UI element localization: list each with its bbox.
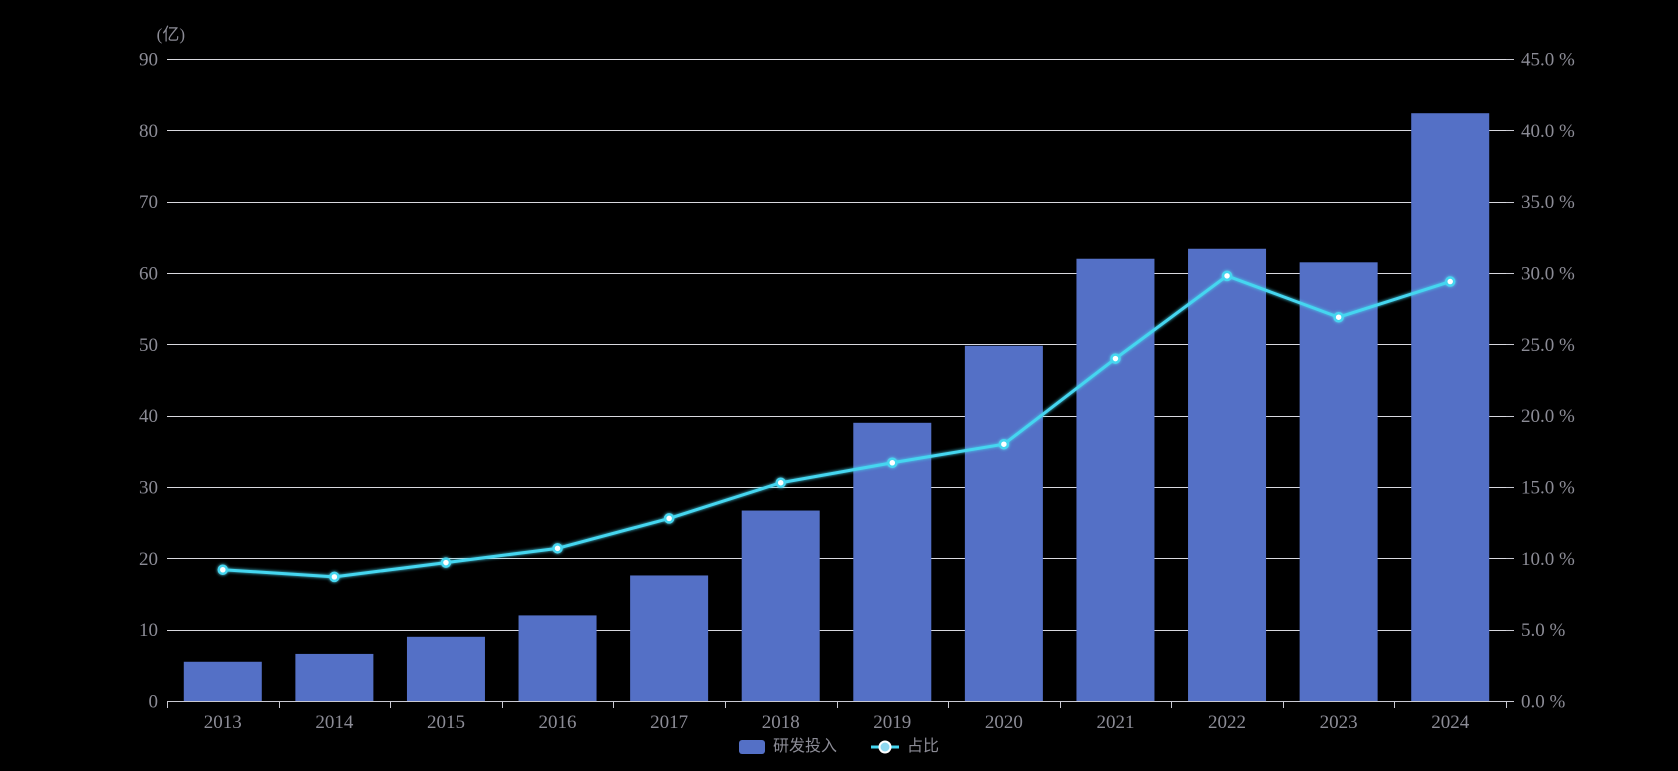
- line-point-2015[interactable]: [440, 557, 452, 568]
- line-path: [221, 274, 1452, 579]
- x-axis-label-2020: 2020: [985, 712, 1023, 733]
- bar-2018[interactable]: [741, 510, 820, 701]
- legend: 研发投入 占比: [0, 739, 1678, 755]
- right-axis-tick-label: 45.0 %: [1521, 50, 1575, 71]
- x-axis-label-2016: 2016: [539, 712, 577, 733]
- line-point-2022[interactable]: [1221, 270, 1233, 282]
- legend-label-rd-investment: 研发投入: [772, 738, 837, 755]
- left-axis-tick-label: 10: [139, 620, 158, 641]
- right-axis-tick-label: 30.0 %: [1521, 264, 1575, 285]
- x-axis-label-2015: 2015: [427, 712, 465, 733]
- right-axis-tick-label: 5.0 %: [1521, 620, 1566, 641]
- line-point-2024[interactable]: [1444, 276, 1456, 287]
- right-axis-tick-label: 0.0 %: [1521, 692, 1566, 713]
- x-axis-label-2024: 2024: [1431, 712, 1470, 733]
- line-point-2018[interactable]: [775, 477, 786, 488]
- left-axis-tick-label: 40: [139, 406, 158, 427]
- bar-series-swatch-icon: [738, 740, 765, 754]
- left-axis-tick-label: 20: [139, 549, 158, 570]
- x-axis-label-2021: 2021: [1096, 712, 1134, 733]
- left-axis-tick-label: 80: [139, 121, 158, 142]
- x-axis-label-2018: 2018: [762, 712, 800, 733]
- bar-2017[interactable]: [630, 575, 709, 701]
- line-point-2020[interactable]: [998, 438, 1010, 450]
- right-axis-tick-label: 10.0 %: [1521, 549, 1575, 570]
- left-axis-tick-label: 0: [149, 692, 159, 713]
- x-axis-label-2013: 2013: [204, 712, 242, 733]
- right-axis-tick-label: 35.0 %: [1521, 192, 1575, 213]
- right-axis-tick-label: 20.0 %: [1521, 406, 1575, 427]
- left-axis-tick-label: 30: [139, 478, 158, 499]
- x-axis-label-2022: 2022: [1208, 712, 1246, 733]
- bar-2022[interactable]: [1188, 248, 1267, 701]
- left-axis-tick-label: 50: [139, 335, 158, 356]
- line-point-2013[interactable]: [217, 564, 229, 575]
- legend-item-ratio[interactable]: 占比: [871, 739, 939, 755]
- line-point-2021[interactable]: [1110, 353, 1121, 364]
- left-axis-unit-label: (亿): [157, 25, 185, 44]
- x-axis-label-2019: 2019: [873, 712, 911, 733]
- right-axis-tick-label: 25.0 %: [1521, 335, 1575, 356]
- bar-2014[interactable]: [295, 653, 374, 701]
- bar-2020[interactable]: [964, 345, 1043, 701]
- right-axis-tick-label: 15.0 %: [1521, 478, 1575, 499]
- line-point-2019[interactable]: [887, 457, 898, 468]
- right-axis-tick-label: 40.0 %: [1521, 121, 1575, 142]
- x-axis-label-2014: 2014: [315, 712, 354, 733]
- bar-2024[interactable]: [1411, 113, 1490, 702]
- left-axis-tick-label: 70: [139, 192, 158, 213]
- bar-2021[interactable]: [1076, 258, 1155, 701]
- bar-2019[interactable]: [853, 422, 932, 701]
- x-axis-label-2017: 2017: [650, 712, 688, 733]
- left-axis-tick-label: 90: [139, 50, 158, 71]
- legend-item-rd-investment[interactable]: 研发投入: [738, 738, 837, 755]
- bar-2016[interactable]: [518, 615, 597, 701]
- line-point-2016[interactable]: [552, 543, 563, 554]
- bar-2013[interactable]: [183, 661, 262, 701]
- line-point-2014[interactable]: [329, 571, 340, 583]
- line-point-2023[interactable]: [1333, 311, 1344, 323]
- line-series-swatch-icon: [871, 740, 899, 754]
- legend-label-ratio: 占比: [907, 738, 940, 755]
- line-point-2017[interactable]: [663, 513, 675, 524]
- bar-2023[interactable]: [1299, 262, 1378, 701]
- left-axis-tick-label: 60: [139, 264, 158, 285]
- line-series: [217, 270, 1456, 583]
- x-axis-label-2023: 2023: [1320, 712, 1358, 733]
- legend-line-dot: [878, 740, 892, 754]
- bar-2015[interactable]: [406, 636, 485, 701]
